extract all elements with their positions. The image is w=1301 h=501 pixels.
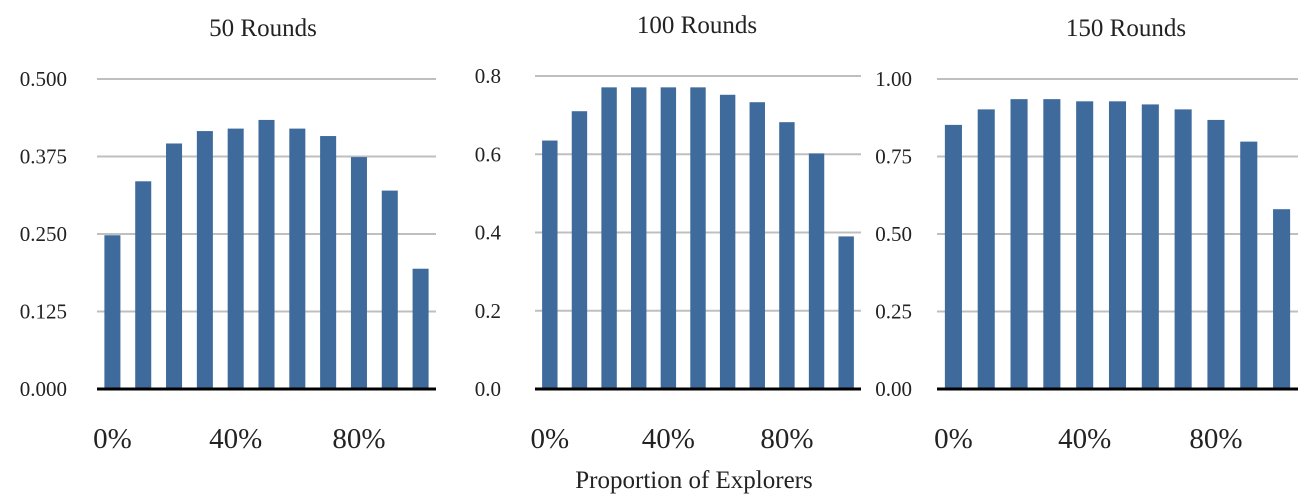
chart-title: 100 Rounds	[637, 12, 757, 39]
bar	[258, 119, 275, 390]
bar	[1207, 119, 1225, 390]
chart-panel-1: 50 Rounds 0.000 0.125 0.250 0.375 0.500 0% 40% 8…	[20, 15, 436, 455]
bar	[944, 124, 962, 389]
bar	[1174, 109, 1192, 389]
bar	[977, 109, 995, 389]
bar	[1010, 99, 1028, 390]
bar	[808, 153, 825, 389]
x-tick-label: 80%	[1189, 423, 1242, 455]
y-tick-label: 0.6	[475, 142, 501, 166]
bar	[719, 94, 736, 389]
y-tick-label: 0.8	[475, 64, 501, 88]
bar	[1273, 209, 1291, 389]
bar	[690, 87, 706, 389]
bar	[631, 87, 647, 389]
bar	[749, 102, 765, 390]
bar	[196, 131, 213, 389]
bar	[104, 235, 121, 389]
bar	[135, 181, 152, 389]
x-tick-label: 0%	[934, 423, 973, 455]
bar	[289, 128, 306, 389]
chart-panel-2: 100 Rounds 0.0 0.2 0.4 0.6 0.8 0% 40% 80%	[475, 12, 861, 455]
y-tick-label: 0.125	[20, 300, 67, 324]
y-tick-label: 0.250	[20, 222, 67, 246]
y-tick-label: 0.00	[875, 377, 912, 401]
bar	[542, 140, 558, 389]
bar	[660, 87, 677, 389]
y-tick-label: 0.75	[875, 145, 912, 169]
bar	[350, 157, 367, 389]
x-tick-label: 80%	[332, 423, 385, 455]
x-axis-label: Proportion of Explorers	[575, 467, 812, 494]
bar	[838, 236, 854, 389]
bar	[320, 136, 337, 389]
y-tick-label: 0.25	[875, 300, 912, 324]
y-tick-label: 0.4	[475, 221, 502, 245]
bar	[227, 128, 244, 389]
y-tick-label: 0.2	[475, 299, 501, 323]
x-tick-label: 40%	[642, 423, 695, 455]
bar	[1240, 141, 1258, 389]
bar	[571, 111, 588, 390]
bar	[1076, 101, 1094, 389]
bar	[1043, 99, 1061, 390]
chart-panel-3: 150 Rounds 0.00 0.25 0.50 0.75 1.00 0% 40% 80%	[875, 15, 1298, 455]
y-tick-label: 1.00	[875, 67, 912, 91]
y-tick-label: 0.0	[475, 377, 501, 401]
bar	[381, 190, 398, 389]
chart-title: 150 Rounds	[1066, 15, 1186, 42]
x-tick-label: 40%	[209, 423, 262, 455]
bar	[1141, 104, 1159, 390]
x-tick-label: 40%	[1058, 423, 1111, 455]
bar	[601, 87, 617, 389]
bar	[166, 143, 183, 389]
y-tick-label: 0.000	[20, 377, 67, 401]
bar	[1108, 101, 1127, 389]
y-tick-label: 0.500	[20, 67, 67, 91]
bar	[412, 268, 429, 389]
bar	[779, 122, 795, 389]
x-tick-label: 0%	[93, 423, 132, 455]
chart-title: 50 Rounds	[209, 15, 317, 42]
x-tick-label: 0%	[530, 423, 569, 455]
y-tick-label: 0.50	[875, 222, 912, 246]
chart-panels: 50 Rounds 0.000 0.125 0.250 0.375 0.500 0% 40% 8…	[20, 12, 1298, 455]
y-tick-label: 0.375	[20, 145, 67, 169]
x-tick-label: 80%	[760, 423, 813, 455]
